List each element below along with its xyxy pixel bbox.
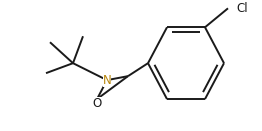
Text: O: O [92, 97, 102, 110]
Text: Cl: Cl [236, 2, 248, 15]
Text: N: N [103, 74, 111, 87]
